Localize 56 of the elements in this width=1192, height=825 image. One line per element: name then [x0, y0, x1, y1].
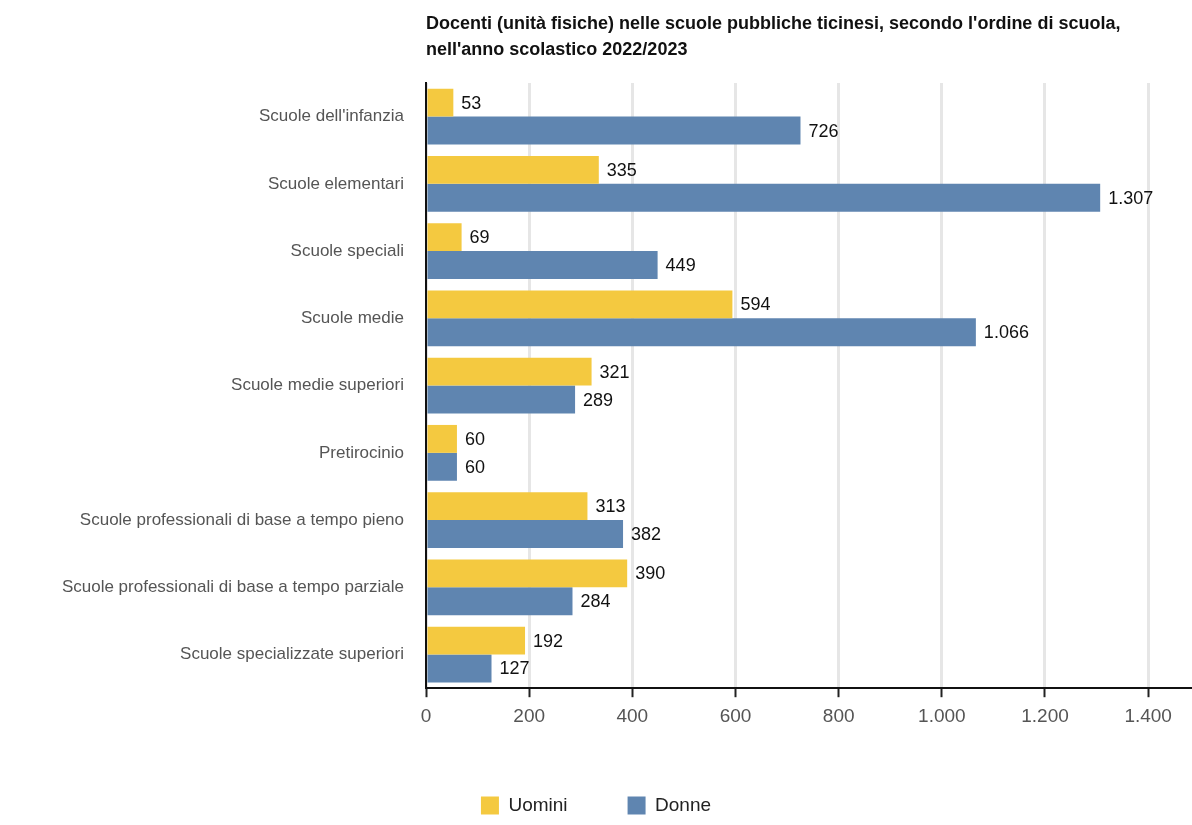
- x-tick-label: 400: [616, 704, 649, 726]
- bar: [427, 88, 454, 117]
- data-label: 53: [461, 92, 482, 113]
- data-label: 313: [595, 496, 626, 517]
- x-tick-label: 800: [822, 704, 855, 726]
- x-tick-label: 600: [719, 704, 752, 726]
- bar: [427, 155, 599, 184]
- data-label: 289: [583, 389, 614, 410]
- data-label: 449: [665, 255, 696, 276]
- bar: [427, 183, 1101, 212]
- bar: [427, 318, 976, 347]
- data-label: 1.066: [983, 322, 1029, 343]
- data-label: 726: [808, 120, 839, 141]
- bar: [427, 559, 628, 588]
- data-label: 1.307: [1108, 187, 1154, 208]
- y-tick-label: Pretirocinio: [318, 442, 404, 462]
- y-tick-label: Scuole speciali: [290, 240, 404, 260]
- y-tick-label: Scuole specializzate superiori: [180, 644, 404, 664]
- y-tick-label: Scuole dell'infanzia: [258, 106, 405, 126]
- data-label: 390: [635, 563, 666, 584]
- bar: [427, 116, 801, 145]
- y-tick-label: Scuole medie superiori: [231, 375, 404, 395]
- bar: [427, 385, 576, 414]
- bar: [427, 452, 457, 481]
- legend-label: Donne: [655, 793, 712, 815]
- x-tick-label: 1.200: [1021, 704, 1069, 726]
- y-tick-label: Scuole medie: [300, 308, 404, 328]
- data-label: 192: [533, 630, 564, 651]
- data-label: 60: [464, 456, 485, 477]
- bar: [427, 587, 573, 616]
- data-label: 127: [499, 658, 530, 679]
- bar: [427, 520, 624, 548]
- data-label: 284: [580, 591, 611, 612]
- data-label: 60: [464, 428, 485, 449]
- x-tick-label: 200: [513, 704, 546, 726]
- bar: [427, 424, 457, 453]
- y-tick-label: Scuole professionali di base a tempo pieno: [79, 509, 404, 529]
- bar: [427, 654, 492, 683]
- data-label: 382: [631, 524, 662, 545]
- bar: [427, 223, 462, 252]
- y-tick-label: Scuole elementari: [267, 173, 404, 193]
- data-label: 69: [469, 227, 490, 248]
- bar: [427, 626, 526, 655]
- bar: [427, 290, 733, 319]
- x-tick-label: 0: [420, 704, 432, 726]
- legend-label: Uomini: [508, 793, 568, 815]
- bar: [427, 492, 588, 521]
- x-tick-label: 1.400: [1124, 704, 1172, 726]
- chart-title: Docenti (unità fisiche) nelle scuole pubbliche ticinesi, secondo l'ordine di scuola, nell'anno scolastico 2022/2023: [426, 12, 1122, 62]
- x-tick-label: 1.000: [918, 704, 966, 726]
- data-label: 321: [599, 361, 630, 382]
- bar: [427, 251, 658, 280]
- bar: [427, 357, 592, 386]
- data-label: 594: [740, 294, 771, 315]
- y-tick-label: Scuole professionali di base a tempo parziale: [61, 577, 404, 597]
- data-label: 335: [606, 159, 637, 180]
